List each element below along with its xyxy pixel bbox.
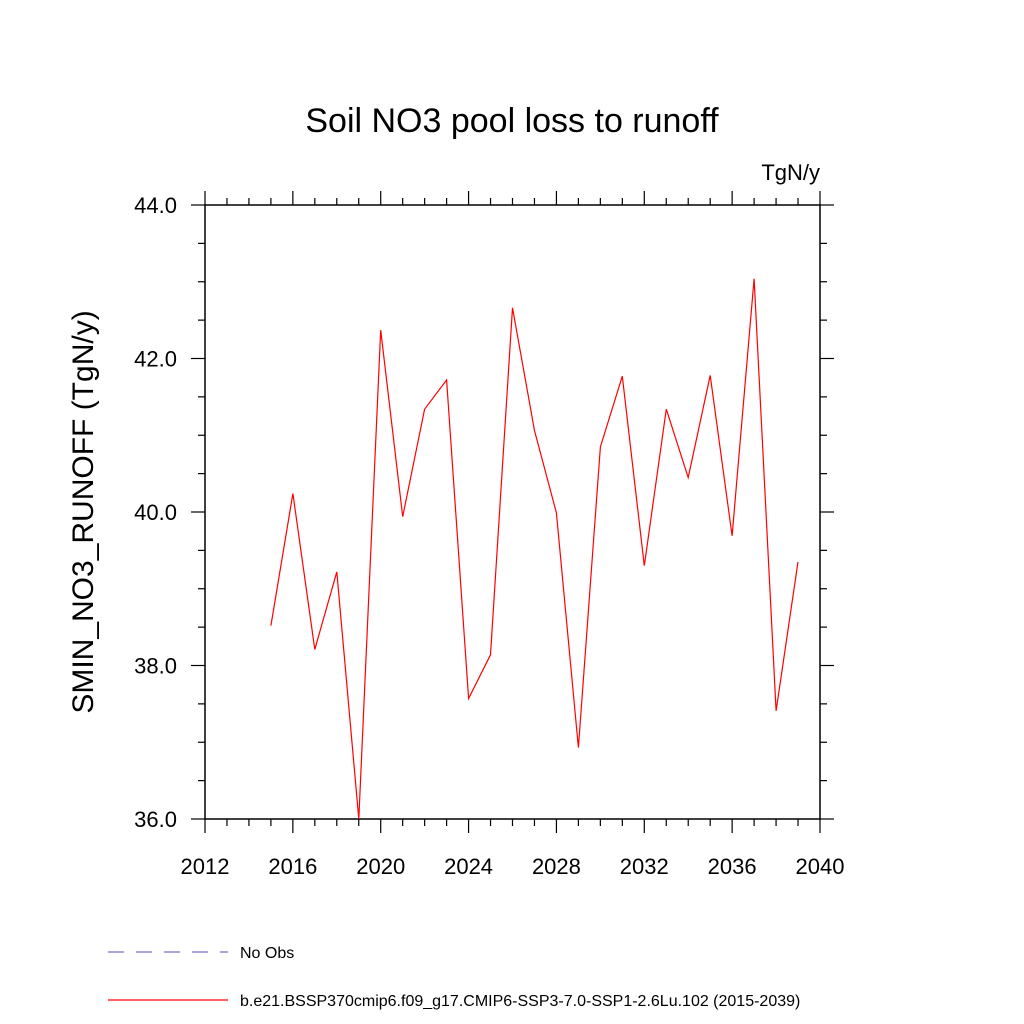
series-line	[270, 278, 799, 820]
units-label: TgN/y	[761, 160, 820, 185]
y-tick-label: 38.0	[134, 654, 177, 679]
y-tick-label: 40.0	[134, 500, 177, 525]
legend-label: b.e21.BSSP370cmip6.f09_g17.CMIP6-SSP3-7.…	[240, 993, 800, 1010]
x-tick-label: 2028	[532, 854, 581, 879]
x-tick-label: 2032	[620, 854, 669, 879]
legend: No Obs b.e21.BSSP370cmip6.f09_g17.CMIP6-S…	[108, 945, 800, 1010]
x-tick-label: 2012	[181, 854, 230, 879]
series-group	[270, 278, 799, 820]
y-axis-title: SMIN_NO3_RUNOFF (TgN/y)	[67, 310, 100, 713]
x-tick-label: 2020	[356, 854, 405, 879]
y-tick-label: 36.0	[134, 807, 177, 832]
x-tick-label: 2040	[796, 854, 845, 879]
y-tick-label: 44.0	[134, 193, 177, 218]
axis-ticks: 2012 2016 2020 2024 2028 2032 2036 2040 36.0 38.0…	[134, 191, 844, 879]
x-tick-label: 2016	[268, 854, 317, 879]
x-tick-label: 2036	[708, 854, 757, 879]
plot-frame	[204, 204, 821, 820]
legend-label: No Obs	[240, 945, 294, 962]
x-tick-label: 2024	[444, 854, 493, 879]
y-tick-label: 42.0	[134, 347, 177, 372]
chart-title: Soil NO3 pool loss to runoff	[305, 102, 719, 140]
